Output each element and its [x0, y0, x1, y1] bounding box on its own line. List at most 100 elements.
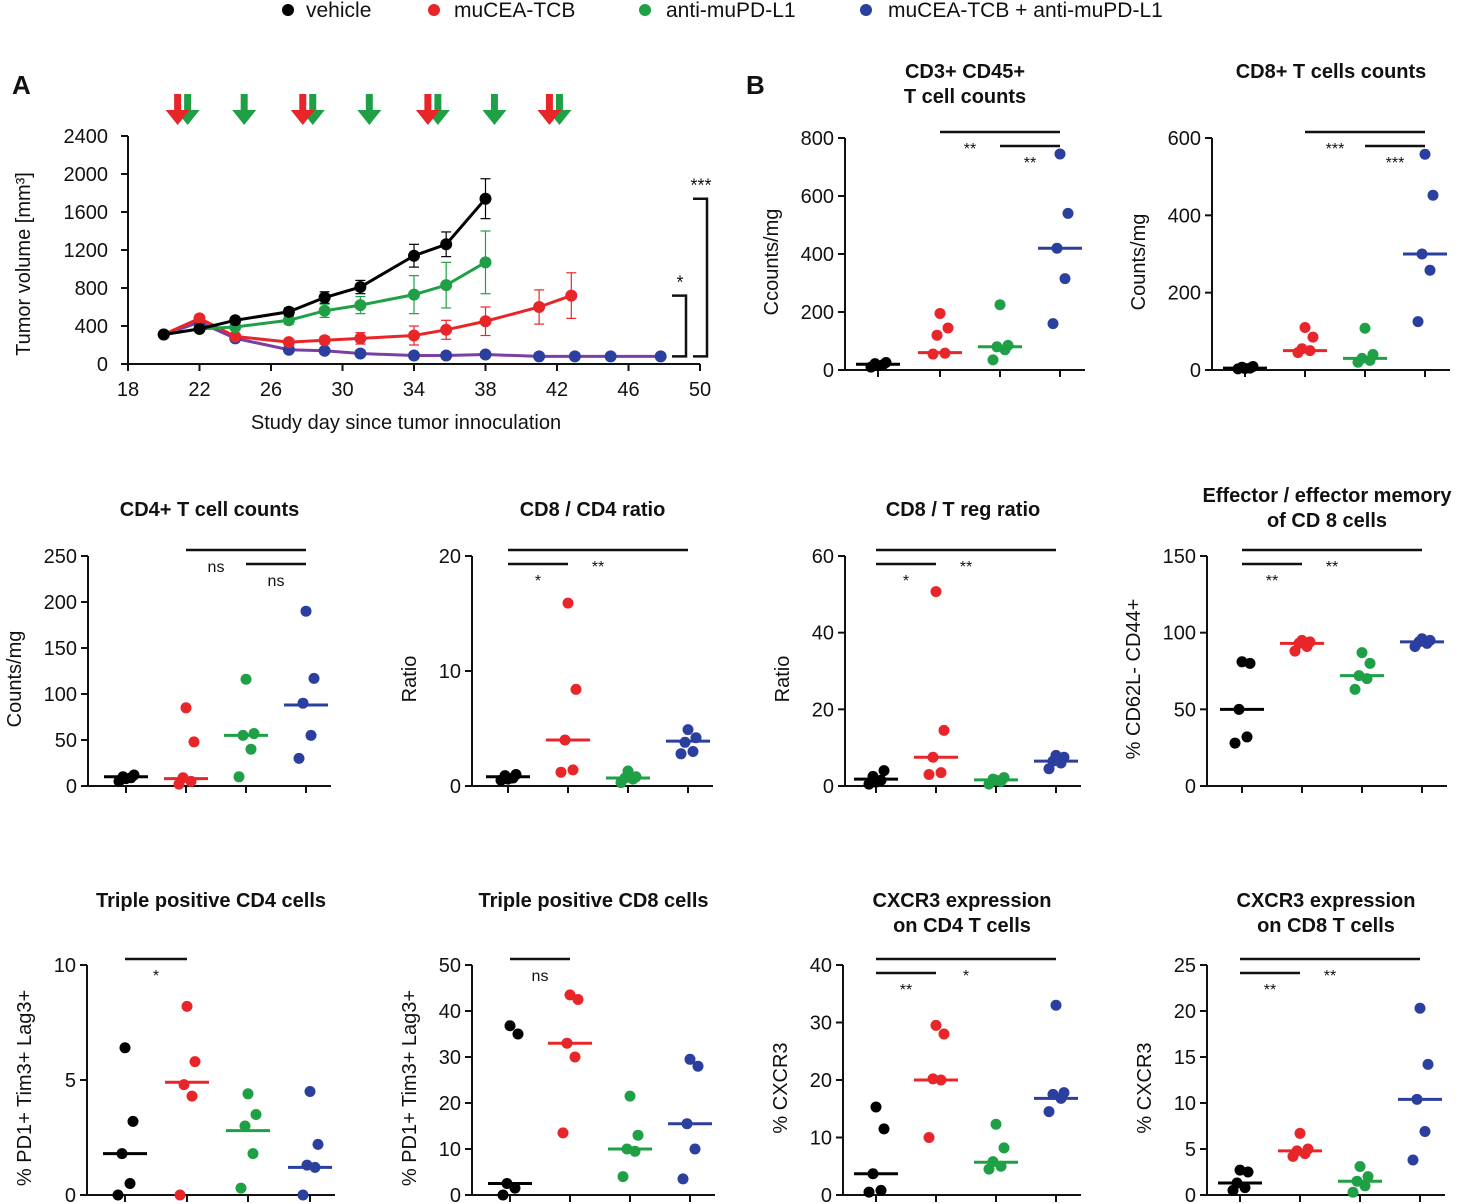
data-point — [354, 299, 367, 312]
y-tick-label: 15 — [1174, 1047, 1196, 1069]
significance-bracket — [693, 197, 709, 358]
y-tick-label: 0 — [450, 1185, 461, 1204]
data-point-anti-mupd-l1 — [1359, 322, 1371, 334]
y-tick-label: 0 — [66, 776, 77, 798]
y-tick-label: 10 — [439, 1139, 461, 1161]
data-point-mucea-tcb — [178, 1079, 190, 1091]
significance-label: ** — [964, 141, 976, 158]
dose-arrow-anti-mupd-l1 — [357, 110, 382, 125]
data-point — [568, 350, 581, 363]
chart-title: CD4+ T cell counts — [120, 499, 300, 521]
x-axis-label: Study day since tumor innoculation — [251, 412, 561, 434]
significance-label: *** — [690, 176, 711, 196]
dose-arrow-mucea-tcb — [165, 110, 190, 125]
data-point-anti-mupd-l1 — [987, 354, 999, 366]
chart-effector: Effector / effector memory of CD 8 cells 0… — [1123, 485, 1452, 798]
significance-label: *** — [1326, 141, 1345, 158]
data-point-vehicle — [502, 773, 514, 785]
dose-arrow-anti-mupd-l1-stem — [490, 94, 498, 111]
data-point-anti-mupd-l1 — [1362, 1171, 1374, 1183]
data-point-mucea-tcb-anti-mupd-l1 — [684, 1053, 696, 1065]
y-tick-label: 250 — [44, 546, 77, 568]
x-tick-label: 38 — [474, 379, 496, 401]
data-point-anti-mupd-l1 — [1356, 647, 1368, 659]
chart-title: Triple positive CD4 cells — [96, 890, 326, 912]
y-tick-label: 150 — [44, 638, 77, 660]
data-point-mucea-tcb — [570, 683, 582, 695]
x-tick-label: 18 — [117, 379, 139, 401]
data-point-mucea-tcb-anti-mupd-l1 — [304, 1086, 316, 1097]
legend-marker-mucea-tcb — [428, 4, 440, 16]
y-tick-label: 30 — [439, 1047, 461, 1069]
y-tick-label: 10 — [1174, 1093, 1196, 1115]
data-point-mucea-tcb — [934, 307, 946, 319]
data-point-mucea-tcb-anti-mupd-l1 — [308, 672, 320, 684]
data-point-mucea-tcb-anti-mupd-l1 — [1412, 316, 1424, 328]
data-point-mucea-tcb-anti-mupd-l1 — [1050, 749, 1062, 761]
legend-label-vehicle: vehicle — [306, 0, 371, 22]
data-point-vehicle — [119, 1042, 131, 1054]
y-axis-label: % CD62L- CD44+ — [1123, 599, 1145, 760]
data-point — [318, 304, 331, 317]
data-point — [318, 344, 331, 357]
data-point — [229, 330, 242, 343]
significance-label: * — [153, 968, 159, 985]
data-point-anti-mupd-l1 — [247, 1148, 259, 1160]
legend-marker-combination — [860, 4, 872, 16]
data-point-anti-mupd-l1 — [632, 1129, 644, 1141]
y-tick-label: 200 — [1168, 283, 1201, 305]
data-point-anti-mupd-l1 — [233, 771, 245, 783]
y-tick-label: 20 — [1174, 1001, 1196, 1023]
data-point — [440, 323, 453, 336]
data-point-mucea-tcb — [555, 766, 567, 778]
y-tick-label: 25 — [1174, 955, 1196, 977]
y-axis-label: % CXCR3 — [770, 1042, 792, 1133]
chart-title: on CD4 T cells — [893, 915, 1031, 937]
y-axis-label: Counts/mg — [1128, 214, 1150, 311]
data-point-vehicle — [124, 1178, 136, 1189]
y-axis-label: Ccounts/mg — [761, 209, 783, 316]
data-point-mucea-tcb-anti-mupd-l1 — [297, 697, 309, 709]
data-point-vehicle — [509, 1182, 521, 1194]
y-tick-label: 0 — [1190, 360, 1201, 382]
y-tick-label: 0 — [823, 776, 834, 798]
data-point-anti-mupd-l1 — [1349, 683, 1361, 695]
chart-title: Effector / effector memory — [1203, 485, 1453, 507]
data-point — [440, 238, 453, 251]
y-tick-label: 200 — [801, 302, 834, 324]
data-point-mucea-tcb-anti-mupd-l1 — [297, 1189, 309, 1201]
y-tick-label: 200 — [44, 592, 77, 614]
data-point — [533, 301, 546, 313]
legend: vehicle muCEA-TCB anti-muPD-L1 muCEA-TCB… — [282, 0, 1163, 22]
data-point-anti-mupd-l1 — [990, 1118, 1002, 1130]
data-point — [408, 349, 420, 362]
y-tick-label: 0 — [1185, 1185, 1196, 1204]
y-tick-label: 20 — [812, 699, 834, 721]
chart-cxcr3cd8: CXCR3 expression on CD8 T cells 0 5 10 15 20 25… — [1134, 890, 1445, 1204]
data-point — [479, 348, 492, 361]
chart-cd4counts: CD4+ T cell counts 0 50 100 150 200 250 Counts/… — [4, 499, 331, 798]
data-point-mucea-tcb-anti-mupd-l1 — [687, 746, 699, 757]
data-point — [440, 349, 453, 362]
data-point-vehicle — [504, 1020, 516, 1032]
y-tick-label: 0 — [65, 1185, 76, 1204]
data-point-mucea-tcb — [923, 1132, 935, 1143]
data-point-anti-mupd-l1 — [1354, 1160, 1366, 1172]
data-point-mucea-tcb-anti-mupd-l1 — [1422, 1058, 1434, 1070]
data-point-vehicle — [878, 765, 890, 777]
series-mucea-tcb — [157, 272, 578, 349]
data-point-anti-mupd-l1 — [250, 1109, 262, 1120]
y-tick-label: 150 — [1163, 546, 1196, 568]
significance-label: ** — [960, 559, 972, 576]
y-tick-label: 30 — [810, 1013, 832, 1035]
significance-bracket — [672, 294, 688, 358]
dose-arrow-anti-mupd-l1-stem — [309, 94, 317, 111]
data-point-mucea-tcb — [188, 736, 200, 748]
data-point-mucea-tcb — [930, 586, 942, 598]
y-tick-label: 100 — [1163, 623, 1196, 645]
data-point-mucea-tcb — [174, 1189, 186, 1201]
legend-marker-vehicle — [282, 4, 294, 16]
dose-arrow-mucea-tcb-stem — [299, 94, 307, 111]
legend-marker-anti-mupd-l1 — [639, 4, 651, 16]
x-tick-label: 22 — [188, 379, 210, 401]
